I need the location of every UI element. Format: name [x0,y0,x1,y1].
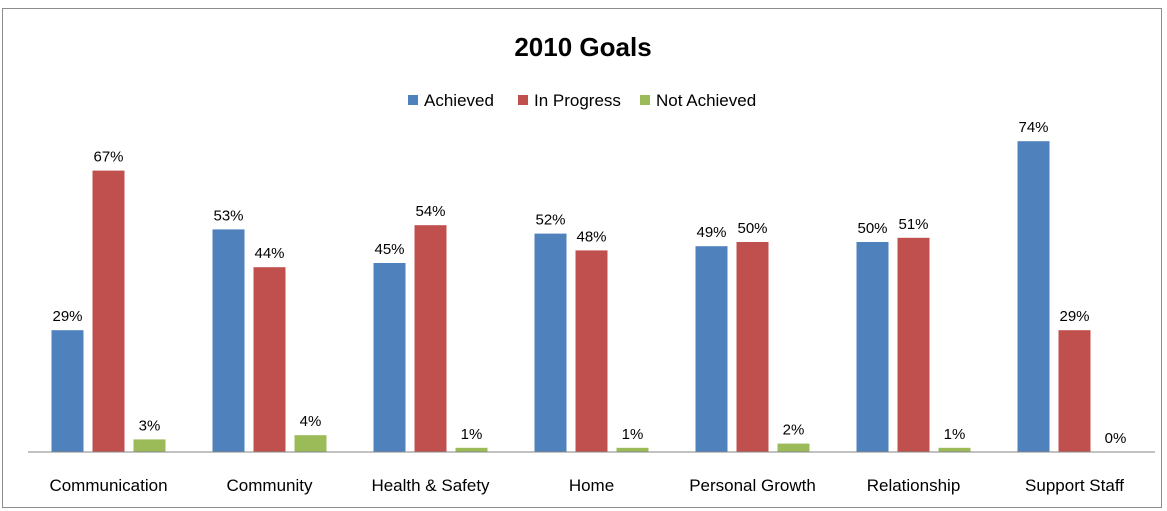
data-label-0-6: 74% [1018,119,1048,136]
bar-2-3 [616,447,649,452]
bar-1-4 [736,242,769,452]
data-label-1-4: 50% [737,220,767,237]
data-label-0-1: 53% [213,207,243,224]
bar-1-1 [253,267,286,452]
data-label-0-3: 52% [535,212,565,229]
data-label-0-4: 49% [696,224,726,241]
data-label-2-4: 2% [783,422,805,439]
bar-1-5 [897,237,930,452]
bar-0-1 [212,229,245,452]
bar-0-3 [534,233,567,452]
data-label-0-0: 29% [52,308,82,325]
category-label-0: Communication [49,476,167,495]
data-label-2-5: 1% [944,426,966,443]
bar-2-1 [294,435,327,452]
bar-1-3 [575,250,608,452]
data-label-2-0: 3% [139,417,161,434]
data-label-1-2: 54% [415,203,445,220]
bar-0-5 [856,242,889,452]
legend-label-0: Achieved [424,91,494,110]
data-label-1-0: 67% [93,149,123,166]
bar-0-6 [1017,141,1050,452]
bar-2-4 [777,443,810,452]
bar-1-0 [92,170,125,452]
data-label-2-6: 0% [1105,430,1127,447]
legend-label-1: In Progress [534,91,621,110]
bars [51,141,1091,452]
data-label-0-2: 45% [374,241,404,258]
data-label-1-3: 48% [576,228,606,245]
category-label-3: Home [569,476,614,495]
legend-swatch-0 [408,95,418,105]
legend: Achieved In Progress Not Achieved [408,91,756,110]
bar-2-0 [133,439,166,452]
legend-swatch-1 [518,95,528,105]
data-label-2-3: 1% [622,426,644,443]
data-label-2-1: 4% [300,413,322,430]
bar-0-0 [51,330,84,452]
bar-1-6 [1058,330,1091,452]
chart-title: 2010 Goals [514,32,651,62]
data-label-2-2: 1% [461,426,483,443]
category-label-5: Relationship [867,476,961,495]
category-label-6: Support Staff [1025,476,1124,495]
bar-0-4 [695,246,728,452]
category-label-4: Personal Growth [689,476,816,495]
legend-label-2: Not Achieved [656,91,756,110]
data-label-1-1: 44% [254,245,284,262]
bar-0-2 [373,263,406,452]
bar-2-5 [938,447,971,452]
data-label-0-5: 50% [857,220,887,237]
data-labels: 29% 67% 3% 53% 44% 4% 45% 54% 1% 52% 48% 1% 49% 50% 2%… [52,119,1126,447]
data-label-1-6: 29% [1059,308,1089,325]
category-labels: Communication Community Health & Safety Hom… [49,476,1124,495]
data-label-1-5: 51% [898,216,928,233]
category-label-1: Community [227,476,313,495]
bar-2-2 [455,447,488,452]
bar-1-2 [414,225,447,452]
legend-swatch-2 [640,95,650,105]
category-label-2: Health & Safety [371,476,490,495]
